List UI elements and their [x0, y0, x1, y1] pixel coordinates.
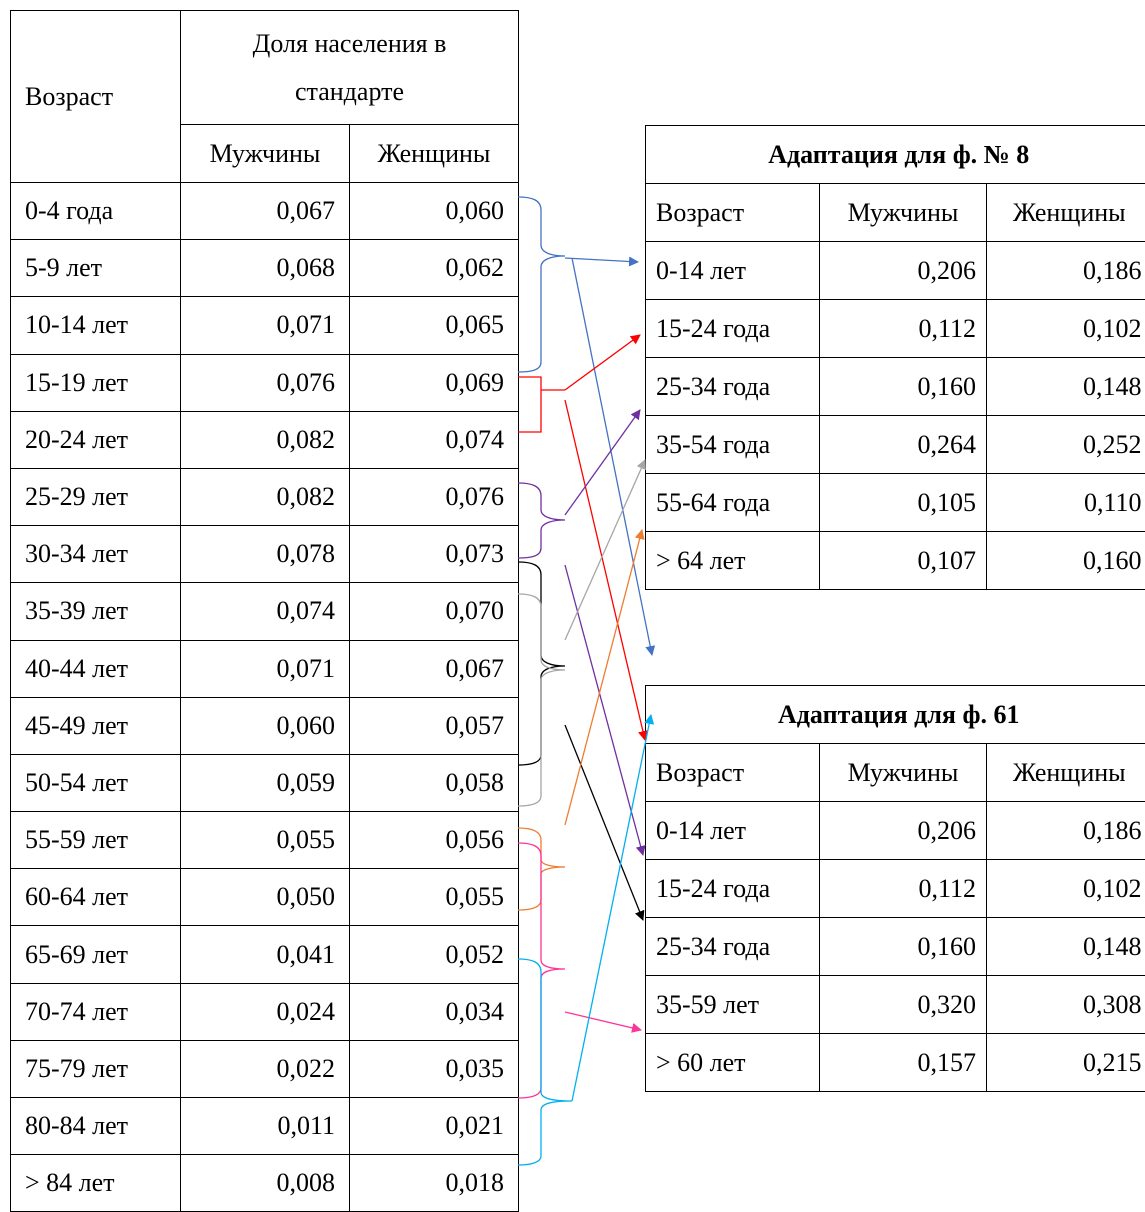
arrow-blue-f61	[572, 258, 652, 655]
bracket-gray	[518, 594, 565, 806]
arrow-red-f8	[565, 335, 640, 390]
arrow-red-f61	[565, 400, 645, 740]
bracket-blue	[518, 197, 565, 372]
bracket-purple	[518, 483, 565, 558]
bracket-red	[518, 377, 565, 432]
arrow-blue-f8	[565, 258, 638, 262]
arrow-black-f61	[565, 725, 643, 920]
arrow-purple-f8	[565, 410, 640, 515]
arrow-pink-f61	[565, 1012, 641, 1030]
arrow-gray-f8	[565, 460, 645, 640]
bracket-cyan	[518, 959, 572, 1165]
